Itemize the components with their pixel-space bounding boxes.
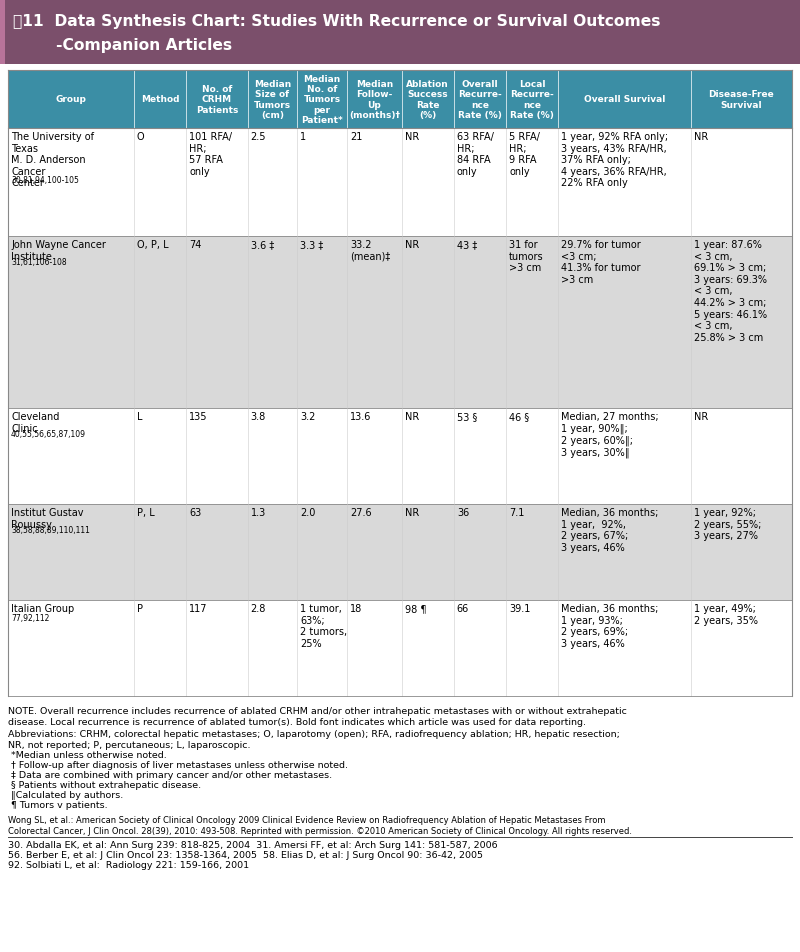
Text: 2.0: 2.0 (300, 507, 316, 518)
Text: ‖Calculated by authors.: ‖Calculated by authors. (8, 790, 123, 799)
Text: Median
Size of
Tumors
(cm): Median Size of Tumors (cm) (254, 80, 291, 120)
Text: 31,61,106-108: 31,61,106-108 (11, 258, 66, 267)
Text: 33.2
(mean)‡: 33.2 (mean)‡ (350, 240, 390, 262)
Text: 7.1: 7.1 (509, 507, 525, 518)
Text: Institut Gustav
Rouussy: Institut Gustav Rouussy (11, 507, 83, 529)
Text: Group: Group (55, 95, 86, 105)
Text: 3.6 ‡: 3.6 ‡ (250, 240, 274, 249)
Text: 21: 21 (350, 132, 362, 142)
Text: Median
Follow-
Up
(months)†: Median Follow- Up (months)† (349, 80, 400, 120)
Bar (8, 601, 792, 696)
Text: 27.6: 27.6 (350, 507, 371, 518)
Text: O: O (137, 132, 145, 142)
Text: 3.2: 3.2 (300, 411, 316, 422)
Text: *Median unless otherwise noted.: *Median unless otherwise noted. (8, 750, 166, 759)
Text: ¶ Tumors v patients.: ¶ Tumors v patients. (8, 801, 108, 809)
Bar (8, 505, 792, 601)
Text: NR: NR (405, 507, 419, 518)
Text: 1 year, 92% RFA only;
3 years, 43% RFA/HR,
37% RFA only;
4 years, 36% RFA/HR,
22: 1 year, 92% RFA only; 3 years, 43% RFA/H… (562, 132, 669, 188)
Text: 66: 66 (457, 604, 469, 613)
Text: Italian Group: Italian Group (11, 604, 74, 613)
Text: 74: 74 (189, 240, 202, 249)
Text: Median, 36 months;
1 year,  92%,
2 years, 67%;
3 years, 46%: Median, 36 months; 1 year, 92%, 2 years,… (562, 507, 658, 552)
Text: 36: 36 (457, 507, 469, 518)
Text: 63 RFA/
HR;
84 RFA
only: 63 RFA/ HR; 84 RFA only (457, 132, 494, 177)
Text: Disease-Free
Survival: Disease-Free Survival (709, 90, 774, 109)
Bar (8, 408, 792, 505)
Text: 56. Berber E, et al: J Clin Oncol 23: 1358-1364, 2005  58. Elias D, et al: J Sur: 56. Berber E, et al: J Clin Oncol 23: 13… (8, 850, 483, 859)
Text: No. of
CRHM
Patients: No. of CRHM Patients (196, 85, 238, 115)
Text: O, P, L: O, P, L (137, 240, 169, 249)
Text: 1 year, 92%;
2 years, 55%;
3 years, 27%: 1 year, 92%; 2 years, 55%; 3 years, 27% (694, 507, 762, 541)
Text: 5 RFA/
HR;
9 RFA
only: 5 RFA/ HR; 9 RFA only (509, 132, 540, 177)
Text: 53 §: 53 § (457, 411, 478, 422)
Text: Cleveland
Clinic: Cleveland Clinic (11, 411, 59, 433)
Text: Overall Survival: Overall Survival (584, 95, 666, 105)
Text: 98 ¶: 98 ¶ (405, 604, 426, 613)
Text: 表11  Data Synthesis Chart: Studies With Recurrence or Survival Outcomes: 表11 Data Synthesis Chart: Studies With R… (13, 14, 661, 29)
Text: 30,81,94,100-105: 30,81,94,100-105 (11, 175, 79, 185)
Text: NR: NR (694, 411, 708, 422)
Text: 31 for
tumors
>3 cm: 31 for tumors >3 cm (509, 240, 544, 273)
Bar (0, 0, 800, 65)
Text: P, L: P, L (137, 507, 154, 518)
Bar (8, 237, 792, 408)
Text: 13.6: 13.6 (350, 411, 371, 422)
Bar (8, 71, 792, 129)
Text: NR: NR (694, 132, 708, 142)
Text: Median
No. of
Tumors
per
Patient*: Median No. of Tumors per Patient* (302, 74, 343, 125)
Text: 2.5: 2.5 (250, 132, 266, 142)
Text: 1 year, 49%;
2 years, 35%: 1 year, 49%; 2 years, 35% (694, 604, 758, 625)
Text: P: P (137, 604, 143, 613)
Text: NR: NR (405, 240, 419, 249)
Text: 46 §: 46 § (509, 411, 530, 422)
Text: 30. Abdalla EK, et al: Ann Surg 239: 818-825, 2004  31. Amersi FF, et al: Arch S: 30. Abdalla EK, et al: Ann Surg 239: 818… (8, 840, 498, 849)
Text: 135: 135 (189, 411, 208, 422)
Text: § Patients without extrahepatic disease.: § Patients without extrahepatic disease. (8, 781, 201, 789)
Text: Median, 27 months;
1 year, 90%‖;
2 years, 60%‖;
3 years, 30%‖: Median, 27 months; 1 year, 90%‖; 2 years… (562, 411, 659, 458)
Text: ‡ Data are combined with primary cancer and/or other metastases.: ‡ Data are combined with primary cancer … (8, 770, 332, 779)
Text: 38,58,88,89,110,111: 38,58,88,89,110,111 (11, 526, 90, 534)
Text: NOTE. Overall recurrence includes recurrence of ablated CRHM and/or other intrah: NOTE. Overall recurrence includes recurr… (8, 706, 627, 749)
Text: 63: 63 (189, 507, 202, 518)
Text: -Companion Articles: -Companion Articles (13, 38, 232, 53)
Text: NR: NR (405, 132, 419, 142)
Text: Ablation
Success
Rate
(%): Ablation Success Rate (%) (406, 80, 449, 120)
Text: 3.8: 3.8 (250, 411, 266, 422)
Text: Method: Method (141, 95, 179, 105)
Text: 1: 1 (300, 132, 306, 142)
Text: † Follow-up after diagnosis of liver metastases unless otherwise noted.: † Follow-up after diagnosis of liver met… (8, 761, 348, 769)
Text: L: L (137, 411, 142, 422)
Text: 117: 117 (189, 604, 208, 613)
Text: 43 ‡: 43 ‡ (457, 240, 477, 249)
Text: The University of
Texas
M. D. Anderson
Cancer
Center: The University of Texas M. D. Anderson C… (11, 132, 94, 188)
Text: Median, 36 months;
1 year, 93%;
2 years, 69%;
3 years, 46%: Median, 36 months; 1 year, 93%; 2 years,… (562, 604, 658, 648)
Bar (8, 129, 792, 237)
Text: 1.3: 1.3 (250, 507, 266, 518)
Text: Overall
Recurre-
nce
Rate (%): Overall Recurre- nce Rate (%) (458, 80, 502, 120)
Text: 1 tumor,
63%;
2 tumors,
25%: 1 tumor, 63%; 2 tumors, 25% (300, 604, 347, 648)
Text: John Wayne Cancer
Institute: John Wayne Cancer Institute (11, 240, 106, 262)
Text: Local
Recurre-
nce
Rate (%): Local Recurre- nce Rate (%) (510, 80, 554, 120)
Text: 3.3 ‡: 3.3 ‡ (300, 240, 323, 249)
Text: 101 RFA/
HR;
57 RFA
only: 101 RFA/ HR; 57 RFA only (189, 132, 232, 177)
Text: 18: 18 (350, 604, 362, 613)
Text: 2.8: 2.8 (250, 604, 266, 613)
Text: 39.1: 39.1 (509, 604, 530, 613)
Text: 92. Solbiati L, et al:  Radiology 221: 159-166, 2001: 92. Solbiati L, et al: Radiology 221: 15… (8, 860, 249, 869)
Text: 1 year: 87.6%
< 3 cm,
69.1% > 3 cm;
3 years: 69.3%
< 3 cm,
44.2% > 3 cm;
5 years: 1 year: 87.6% < 3 cm, 69.1% > 3 cm; 3 ye… (694, 240, 767, 343)
Text: NR: NR (405, 411, 419, 422)
Text: 29.7% for tumor
<3 cm;
41.3% for tumor
>3 cm: 29.7% for tumor <3 cm; 41.3% for tumor >… (562, 240, 641, 285)
Text: 40,55,56,65,87,109: 40,55,56,65,87,109 (11, 429, 86, 439)
Text: 77,92,112: 77,92,112 (11, 613, 50, 622)
Bar (0, 0, 5, 65)
Text: Wong SL, et al.: American Society of Clinical Oncology 2009 Clinical Evidence Re: Wong SL, et al.: American Society of Cli… (8, 815, 632, 835)
